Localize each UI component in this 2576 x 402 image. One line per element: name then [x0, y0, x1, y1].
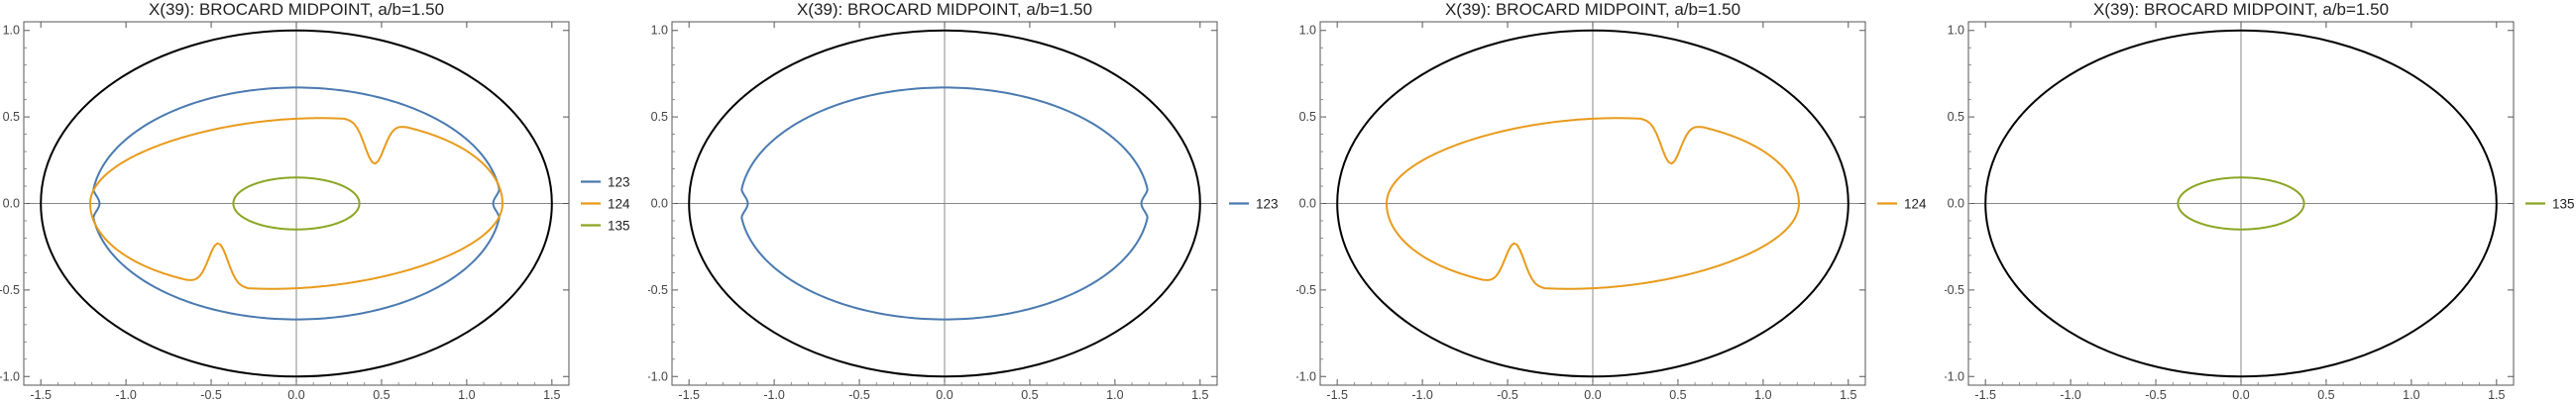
- x-tick-label: 0.5: [1669, 388, 1686, 402]
- legend-label: 124: [1904, 197, 1927, 212]
- outer-ellipse: [40, 29, 553, 378]
- y-tick-label: 1.0: [651, 24, 668, 38]
- series-curve-124: [1386, 117, 1800, 290]
- y-tick-label: -0.5: [0, 283, 20, 297]
- chart-panel-3: X(39): BROCARD MIDPOINT, a/b=1.50 -1.5 -1.…: [1296, 0, 1941, 402]
- x-tick-label: 0.0: [1584, 388, 1601, 402]
- y-tick-label: 0.5: [3, 110, 20, 124]
- x-tick-label: 1.0: [1106, 388, 1123, 402]
- chart-panel-4: X(39): BROCARD MIDPOINT, a/b=1.50 -1.5 -1.…: [1945, 0, 2576, 402]
- x-tick-label: 0.0: [936, 388, 952, 402]
- legend-label: 123: [1256, 197, 1279, 212]
- y-tick-label: -0.5: [1296, 283, 1316, 297]
- y-tick-label: 1.0: [3, 24, 20, 38]
- y-tick-label: -1.0: [1296, 369, 1316, 383]
- x-tick-label: -1.0: [763, 388, 785, 402]
- chart-title: X(39): BROCARD MIDPOINT, a/b=1.50: [2093, 0, 2389, 19]
- x-tick-label: 1.0: [2403, 388, 2419, 402]
- x-tick-label: 0.0: [287, 388, 304, 402]
- chart-svg: X(39): BROCARD MIDPOINT, a/b=1.50 -1.5 -1.…: [0, 0, 630, 402]
- x-tick-label: -1.5: [1326, 388, 1348, 402]
- y-tick-label: -1.0: [648, 369, 668, 383]
- legend-label: 123: [608, 175, 630, 190]
- x-tick-label: 1.5: [1191, 388, 1208, 402]
- x-tick-label: -1.5: [30, 388, 52, 402]
- y-tick-label: 1.0: [1299, 24, 1316, 38]
- chart-svg: X(39): BROCARD MIDPOINT, a/b=1.50 -1.5 -1.…: [648, 0, 1279, 402]
- x-tick-label: -1.5: [1974, 388, 1996, 402]
- series-curve-135: [232, 176, 361, 231]
- x-tick-label: 1.5: [1840, 388, 1856, 402]
- legend-label: 135: [608, 219, 630, 234]
- y-tick-label: 0.0: [651, 197, 668, 211]
- y-tick-label: 0.5: [651, 110, 668, 124]
- y-tick-label: -0.5: [1945, 283, 1964, 297]
- y-tick-label: -1.0: [0, 369, 20, 383]
- y-tick-label: 0.0: [3, 197, 20, 211]
- outer-ellipse: [1984, 29, 2498, 378]
- x-tick-label: -0.5: [848, 388, 870, 402]
- x-tick-label: -1.5: [678, 388, 700, 402]
- series-curve-135: [2177, 176, 2305, 231]
- outer-ellipse: [1336, 29, 1849, 378]
- x-tick-label: 1.0: [458, 388, 475, 402]
- x-tick-label: 1.5: [2488, 388, 2505, 402]
- chart-title: X(39): BROCARD MIDPOINT, a/b=1.50: [1445, 0, 1740, 19]
- series-curve-123: [92, 86, 501, 321]
- y-tick-label: -0.5: [648, 283, 668, 297]
- outer-ellipse: [688, 29, 1201, 378]
- x-tick-label: -0.5: [200, 388, 222, 402]
- legend-label: 124: [608, 197, 630, 212]
- y-tick-label: 0.5: [1299, 110, 1316, 124]
- chart-title: X(39): BROCARD MIDPOINT, a/b=1.50: [797, 0, 1092, 19]
- x-tick-label: 0.5: [373, 388, 390, 402]
- chart-svg: X(39): BROCARD MIDPOINT, a/b=1.50 -1.5 -1.…: [1945, 0, 2575, 402]
- chart-panel-1: X(39): BROCARD MIDPOINT, a/b=1.50 -1.5 -1.…: [0, 0, 644, 402]
- series-curve-124: [89, 117, 504, 290]
- chart-svg: X(39): BROCARD MIDPOINT, a/b=1.50 -1.5 -1.…: [1296, 0, 1927, 402]
- x-tick-label: -0.5: [1497, 388, 1518, 402]
- legend-label: 135: [2552, 197, 2575, 212]
- x-tick-label: 1.5: [543, 388, 560, 402]
- x-tick-label: 0.5: [2317, 388, 2334, 402]
- x-tick-label: -0.5: [2145, 388, 2167, 402]
- x-tick-label: -1.0: [115, 388, 137, 402]
- x-tick-label: -1.0: [2060, 388, 2081, 402]
- x-tick-label: 1.0: [1754, 388, 1771, 402]
- y-tick-label: 0.0: [1948, 197, 1964, 211]
- y-tick-label: 0.5: [1948, 110, 1964, 124]
- y-tick-label: -1.0: [1945, 369, 1964, 383]
- x-tick-label: 0.0: [2232, 388, 2249, 402]
- y-tick-label: 1.0: [1948, 24, 1964, 38]
- chart-panel-2: X(39): BROCARD MIDPOINT, a/b=1.50 -1.5 -1.…: [648, 0, 1292, 402]
- chart-title: X(39): BROCARD MIDPOINT, a/b=1.50: [149, 0, 444, 19]
- y-tick-label: 0.0: [1299, 197, 1316, 211]
- series-curve-123: [740, 86, 1149, 321]
- x-tick-label: -1.0: [1411, 388, 1433, 402]
- x-tick-label: 0.5: [1021, 388, 1038, 402]
